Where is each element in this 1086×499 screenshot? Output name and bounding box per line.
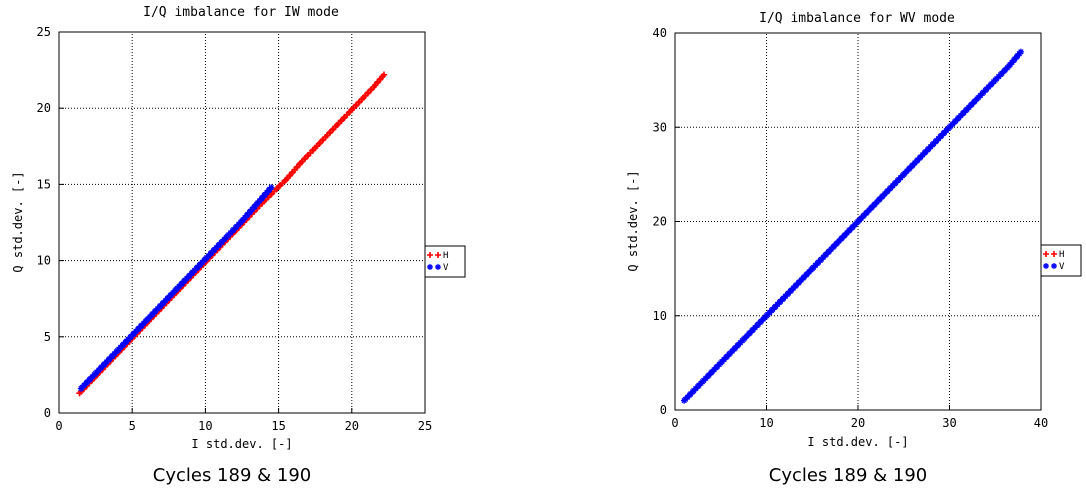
x-tick-label: 10 — [198, 419, 212, 433]
plot-area — [58, 31, 426, 414]
legend-label: V — [1059, 262, 1065, 272]
caption-left: Cycles 189 & 190 — [152, 465, 312, 486]
x-axis-label: I std.dev. [-] — [807, 435, 908, 449]
x-tick-label: 10 — [759, 416, 773, 430]
data-point — [340, 114, 348, 122]
data-point — [367, 87, 374, 94]
data-point — [276, 182, 283, 190]
y-tick-label: 10 — [37, 254, 51, 268]
data-point — [373, 79, 381, 87]
legend-marker — [1043, 263, 1049, 269]
x-tick-label: 0 — [671, 416, 678, 430]
series-V — [680, 48, 1025, 404]
legend-marker — [1051, 251, 1057, 257]
legend: HV — [1040, 244, 1082, 277]
data-point — [329, 126, 336, 134]
data-point — [273, 186, 280, 193]
chart-title: I/Q imbalance for IW mode — [143, 5, 339, 20]
legend: HV — [424, 245, 466, 278]
legend-marker — [435, 264, 441, 270]
data-point — [364, 90, 371, 97]
y-axis-label: Q std.dev. [-] — [626, 170, 640, 271]
x-tick-label: 20 — [851, 416, 865, 430]
data-point — [380, 71, 388, 78]
y-tick-label: 40 — [653, 26, 667, 40]
data-point — [1017, 48, 1025, 56]
caption-right: Cycles 189 & 190 — [768, 465, 928, 486]
series-V — [77, 184, 275, 392]
y-axis-label: Q std.dev. [-] — [11, 171, 25, 272]
x-tick-label: 40 — [1034, 416, 1048, 430]
y-tick-label: 0 — [660, 403, 667, 417]
data-point — [319, 137, 326, 144]
figure: I/Q imbalance for IW mode 0 5 10 15 20 25 0 5 10… — [11, 5, 1082, 451]
y-tick-label: 20 — [37, 101, 51, 115]
legend-marker — [1051, 263, 1057, 269]
data-point — [376, 76, 384, 83]
data-point — [301, 156, 308, 163]
legend-marker — [1043, 251, 1049, 257]
x-tick-label: 20 — [345, 419, 359, 433]
chart-iw-mode: I/Q imbalance for IW mode 0 5 10 15 20 25 0 5 10… — [11, 5, 466, 451]
y-tick-label: 5 — [44, 330, 51, 344]
legend-label: H — [1059, 250, 1064, 260]
data-point — [337, 117, 345, 125]
x-tick-label: 0 — [55, 419, 62, 433]
legend-marker — [435, 252, 441, 258]
y-tick-label: 15 — [37, 177, 51, 191]
x-axis-label: I std.dev. [-] — [191, 437, 292, 451]
legend-label: H — [443, 251, 448, 261]
legend-marker — [427, 264, 433, 270]
y-tick-label: 10 — [653, 309, 667, 323]
data-point — [355, 99, 362, 106]
y-tick-label: 0 — [44, 406, 51, 420]
x-tick-label: 5 — [129, 419, 136, 433]
data-point — [315, 140, 323, 148]
x-tick-label: 15 — [271, 419, 285, 433]
legend-box — [1040, 244, 1082, 277]
chart-wv-mode: I/Q imbalance for WV mode 0 10 20 30 40 0 10 20… — [626, 11, 1082, 449]
legend-marker — [427, 252, 433, 258]
legend-box — [424, 245, 466, 278]
chart-title: I/Q imbalance for WV mode — [759, 11, 955, 26]
y-tick-label: 25 — [37, 25, 51, 39]
y-tick-label: 20 — [653, 215, 667, 229]
data-point — [352, 102, 359, 110]
y-tick-label: 30 — [653, 120, 667, 134]
data-point — [304, 152, 311, 160]
legend-label: V — [443, 263, 449, 273]
x-tick-label: 25 — [418, 419, 432, 433]
data-point — [326, 130, 333, 137]
data-point — [268, 184, 275, 191]
x-tick-label: 30 — [942, 416, 956, 430]
